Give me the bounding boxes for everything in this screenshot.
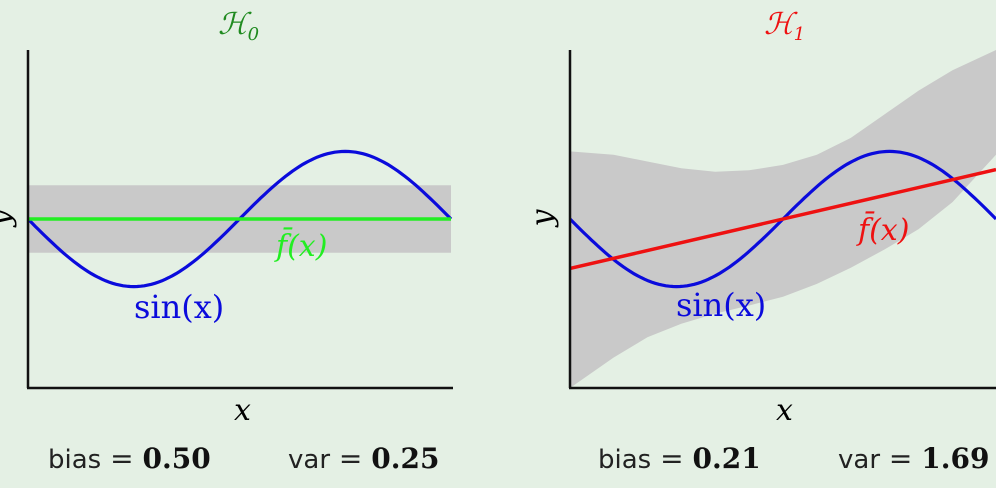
fbar-line	[569, 167, 996, 271]
fbar-label: f̄(x)	[856, 210, 909, 248]
bias-stat: bias = 0.50	[48, 442, 211, 475]
x-axis-label: x	[234, 393, 251, 428]
chart-title: ℋ1	[764, 7, 805, 45]
x-axis-label: x	[776, 393, 793, 428]
panel-h0: ℋ0 x y sin(x) f̄(x) bias = 0.50 var = 0.…	[0, 7, 453, 475]
chart-title: ℋ0	[218, 7, 259, 45]
bias-stat: bias = 0.21	[598, 442, 761, 475]
sin-curve-label: sin(x)	[676, 286, 766, 324]
sin-curve-label: sin(x)	[134, 288, 224, 326]
fbar-label: f̄(x)	[274, 226, 327, 264]
y-axis-label: y	[525, 208, 560, 228]
var-stat: var = 1.69	[838, 442, 989, 475]
y-axis-label: y	[0, 208, 18, 228]
var-stat: var = 0.25	[288, 442, 439, 475]
panel-h1: ℋ1 x y sin(x) f̄(x) bias = 0.21 var = 1.…	[525, 7, 996, 475]
